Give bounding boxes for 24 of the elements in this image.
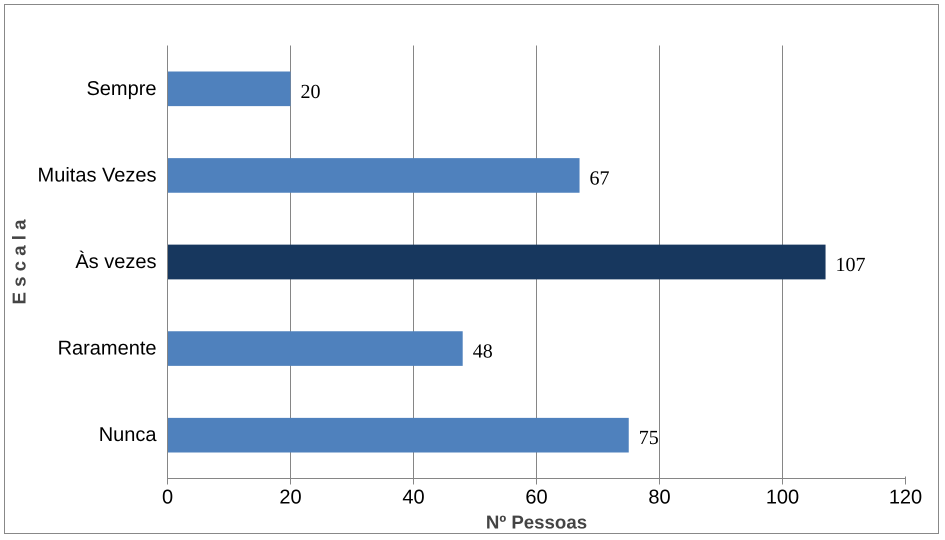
- bar: [168, 158, 580, 193]
- x-tick-label: 40: [402, 486, 425, 508]
- x-tick-label: 80: [648, 486, 671, 508]
- y-tick-label: Nunca: [98, 424, 158, 446]
- y-tick-label: Sempre: [86, 78, 156, 100]
- x-tick-label: 60: [525, 486, 548, 508]
- data-label: 75: [638, 427, 659, 450]
- bar: [168, 71, 290, 106]
- y-tick-label: Muitas Vezes: [38, 164, 157, 186]
- y-tick-label: Às vezes: [75, 250, 157, 273]
- data-label: 67: [590, 167, 610, 190]
- data-label: 48: [472, 340, 493, 363]
- data-label: 20: [300, 80, 320, 103]
- x-tick-label: 20: [279, 486, 302, 508]
- y-tick-label: Raramente: [58, 338, 156, 360]
- bar: [168, 331, 463, 366]
- x-tick-label: 100: [766, 486, 800, 508]
- data-label: 107: [836, 254, 866, 276]
- y-axis-title: E s c a l a: [8, 218, 30, 305]
- bar: [168, 418, 629, 453]
- bar: [168, 244, 826, 280]
- x-axis-title: Nº Pessoas: [486, 512, 588, 532]
- x-tick-label: 120: [888, 486, 922, 508]
- x-tick-label: 0: [162, 486, 174, 508]
